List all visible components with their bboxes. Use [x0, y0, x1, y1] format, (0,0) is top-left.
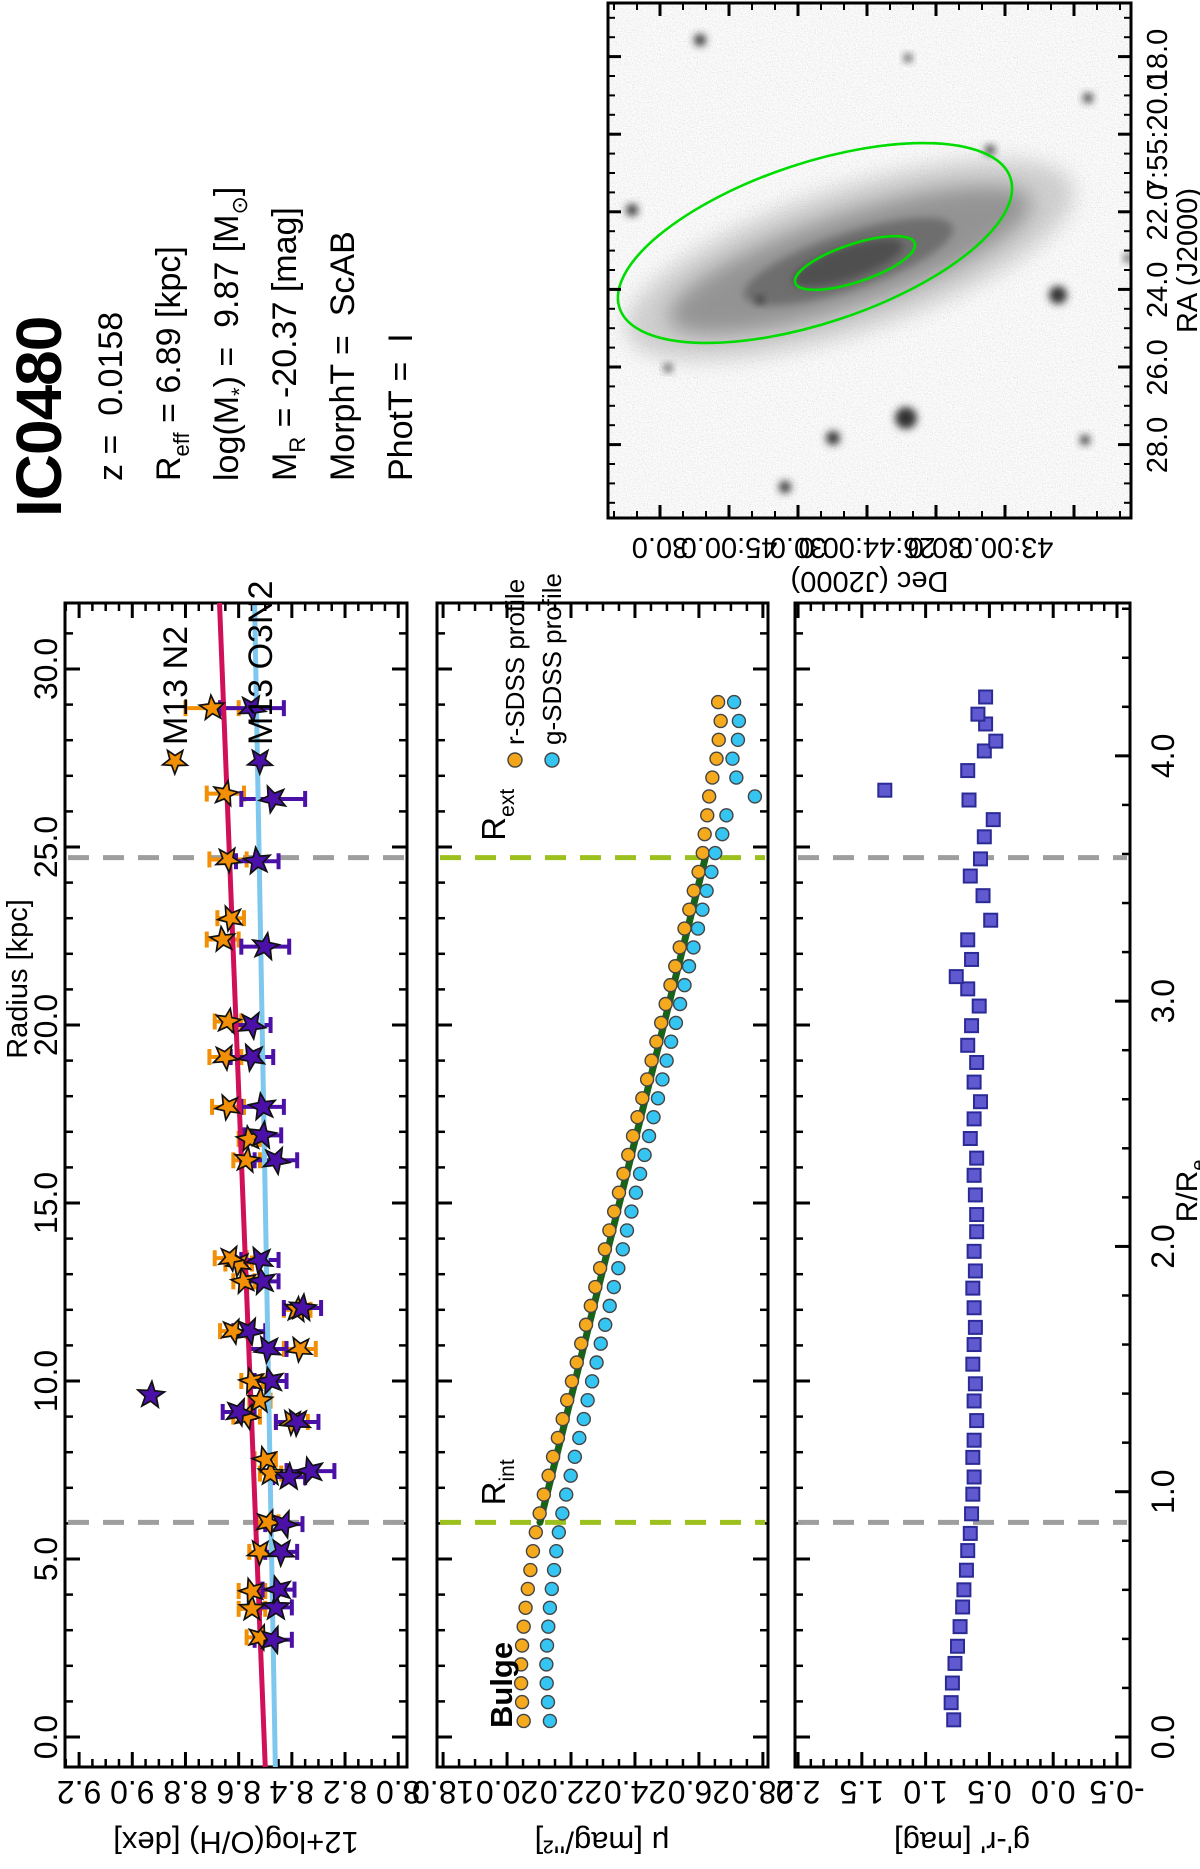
- ra-tick-label: 28.0: [1142, 417, 1174, 473]
- radius-tick-label: 15.0: [28, 1172, 64, 1234]
- radius-axis-title: Radius [kpc]: [2, 899, 34, 1059]
- parameter-line: MR = -20.37 [mag]: [266, 207, 310, 481]
- parameter-line: z = 0.0158: [92, 311, 130, 481]
- panel-ticks-color-profile: -0.5 0.0 0.5 1.0 1.5 2.0: [776, 603, 1145, 1810]
- dec-tick-label: 30.0: [908, 531, 964, 563]
- ra-tick-label: 22.0: [1142, 184, 1174, 240]
- dec-axis-title: Dec (J2000): [791, 565, 949, 597]
- panel-abundance: M13 N2 M13 O3N2: [135, 581, 337, 1768]
- rre-tick-label: 0.0: [1145, 1715, 1181, 1759]
- dec-tick-label: 45:00.0: [681, 531, 778, 563]
- aperture-ellipse: [616, 141, 1014, 345]
- y-tick-label: 18.0: [412, 1774, 474, 1810]
- galaxy-title: IC0480: [3, 316, 75, 517]
- dec-tick-label: 26:44:00.0: [798, 531, 935, 563]
- data-points-g-sdss: [539, 694, 763, 1729]
- radius-tick-label: 5.0: [28, 1537, 64, 1581]
- galaxy-cutout-svg: 28.026.024.022.07:55:20.018.030.045:00.0…: [606, 1, 1200, 597]
- rre-tick-label: 2.0: [1145, 1224, 1181, 1268]
- y-tick-label: 8.4: [270, 1774, 314, 1810]
- y-tick-label: 22.0: [540, 1774, 602, 1810]
- y-tick-label: 26.0: [668, 1774, 730, 1810]
- y-tick-label: 9.2: [57, 1774, 101, 1810]
- y-tick-label: 8.6: [216, 1774, 260, 1810]
- y-axis-title-abundance-gradient: 12+log(O/H) [dex]: [113, 1825, 359, 1860]
- y-tick-label: 1.0: [903, 1774, 947, 1810]
- legend-label: M13 N2: [157, 626, 195, 745]
- aperture-ellipse: [793, 234, 917, 292]
- rre-tick-label: 4.0: [1145, 734, 1181, 778]
- panel-color-profile: [877, 689, 1004, 1728]
- legend-label: r-SDSS profile: [500, 579, 530, 745]
- error-bars-n2: [183, 700, 318, 1646]
- dec-tick-label: 43:00.0: [957, 531, 1054, 563]
- parameter-line: PhotT = I: [382, 333, 420, 481]
- ra-tick-label: 18.0: [1142, 29, 1174, 85]
- y-tick-label: 0.5: [967, 1774, 1011, 1810]
- title-block: IC0480 z = 0.0158 Reff = 6.89 [kpc] log(M*…: [3, 2, 430, 517]
- panel-ticks-surface-brightness-profile: 18.0 20.0 22.0 24.0 26.0 28.0: [412, 603, 794, 1810]
- parameter-list: z = 0.0158 Reff = 6.89 [kpc] log(M*) = 9.8…: [82, 2, 430, 517]
- parameter-line: MorphT = ScAB: [324, 231, 362, 481]
- rre-axis-title: R/Re: [1171, 1160, 1200, 1223]
- legend-profiles: r-SDSS profile g-SDSS profile: [500, 573, 567, 768]
- data-points-color: [877, 689, 1004, 1728]
- panel-frame-abundance-gradient: [63, 601, 409, 1769]
- y-tick-label: -0.5: [1089, 1774, 1144, 1810]
- galaxy-body: [616, 34, 1131, 493]
- y-axis-title-surface-brightness-profile: μ [mag/''²]: [535, 1825, 670, 1860]
- legend-label: g-SDSS profile: [537, 573, 567, 745]
- plots-svg: 8.08.28.48.68.89.09.2 18.0 20.0 22.0 24.0 26.…: [2, 573, 1200, 1860]
- rre-tick-label: 3.0: [1145, 979, 1181, 1023]
- y-tick-label: 0.0: [1031, 1774, 1075, 1810]
- y-axis-title-color-profile: g'-r' [mag]: [894, 1825, 1030, 1860]
- panel-frame-color-profile: [793, 601, 1132, 1769]
- radius-marker-lines-surface-brightness-profile: [440, 855, 765, 1525]
- ra-axis-title: RA (J2000): [1172, 188, 1200, 333]
- radius-tick-label: 25.0: [28, 816, 64, 878]
- r-ext-label: Rext: [475, 789, 519, 841]
- legend-abundance: M13 N2 M13 O3N2: [157, 581, 280, 777]
- y-tick-label: 1.5: [840, 1774, 884, 1810]
- radius-marker-lines-abundance-gradient: [68, 855, 404, 1525]
- legend-label: M13 O3N2: [242, 581, 280, 745]
- parameter-line: log(M*) = 9.87 [M⊙]: [208, 186, 252, 481]
- panel-ticks-abundance-gradient: 8.08.28.4 8.68.89.09.2: [57, 603, 420, 1810]
- radius-tick-label: 20.0: [28, 994, 64, 1056]
- radius-marker-lines-color-profile: [798, 855, 1127, 1525]
- y-tick-label: 8.0: [376, 1774, 420, 1810]
- data-points-r-sdss: [513, 694, 728, 1729]
- y-tick-label: 2.0: [776, 1774, 820, 1810]
- data-points-m13-o3n2: [135, 694, 325, 1656]
- ra-tick-label: 26.0: [1142, 339, 1174, 395]
- y-tick-label: 20.0: [476, 1774, 538, 1810]
- fit-line: [252, 602, 278, 1768]
- panel-surface-brightness: Rint Rext Bulge r-SDSS profile g-SDSS profil…: [475, 573, 763, 1729]
- y-tick-label: 28.0: [732, 1774, 794, 1810]
- radius-axis: 0.0 5.0 10.0 15.0 20.0 25.0 30.0 Radius [kpc]: [2, 638, 64, 1759]
- y-tick-label: 24.0: [604, 1774, 666, 1810]
- dec-tick-label: 30.0: [632, 531, 688, 563]
- r-int-label: Rint: [475, 1459, 519, 1505]
- y-tick-label: 8.8: [163, 1774, 207, 1810]
- rre-tick-label: 1.0: [1145, 1469, 1181, 1513]
- bulge-label: Bulge: [484, 1642, 519, 1728]
- galaxy-axes: [608, 3, 1131, 518]
- parameter-line: Reff = 6.89 [kpc]: [150, 246, 194, 481]
- rre-axis: 0.0 1.0 2.0 3.0 4.0 R/Re: [1115, 607, 1200, 1759]
- y-tick-label: 9.0: [110, 1774, 154, 1810]
- y-tick-label: 8.2: [323, 1774, 367, 1810]
- radius-tick-label: 0.0: [28, 1715, 64, 1759]
- radius-tick-label: 30.0: [28, 638, 64, 700]
- dec-tick-label: 30.0: [770, 531, 826, 563]
- radius-tick-label: 10.0: [28, 1350, 64, 1412]
- ra-tick-label: 24.0: [1142, 262, 1174, 318]
- ra-tick-label: 7:55:20.0: [1142, 74, 1174, 195]
